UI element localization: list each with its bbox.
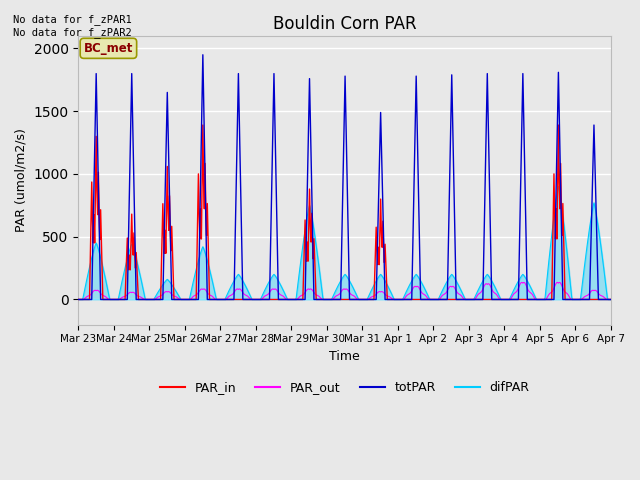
Legend: PAR_in, PAR_out, totPAR, difPAR: PAR_in, PAR_out, totPAR, difPAR (155, 376, 534, 399)
Text: BC_met: BC_met (84, 42, 133, 55)
X-axis label: Time: Time (330, 350, 360, 363)
Text: No data for f_zPAR1
No data for f_zPAR2: No data for f_zPAR1 No data for f_zPAR2 (13, 14, 132, 38)
Y-axis label: PAR (umol/m2/s): PAR (umol/m2/s) (15, 128, 28, 232)
Title: Bouldin Corn PAR: Bouldin Corn PAR (273, 15, 417, 33)
